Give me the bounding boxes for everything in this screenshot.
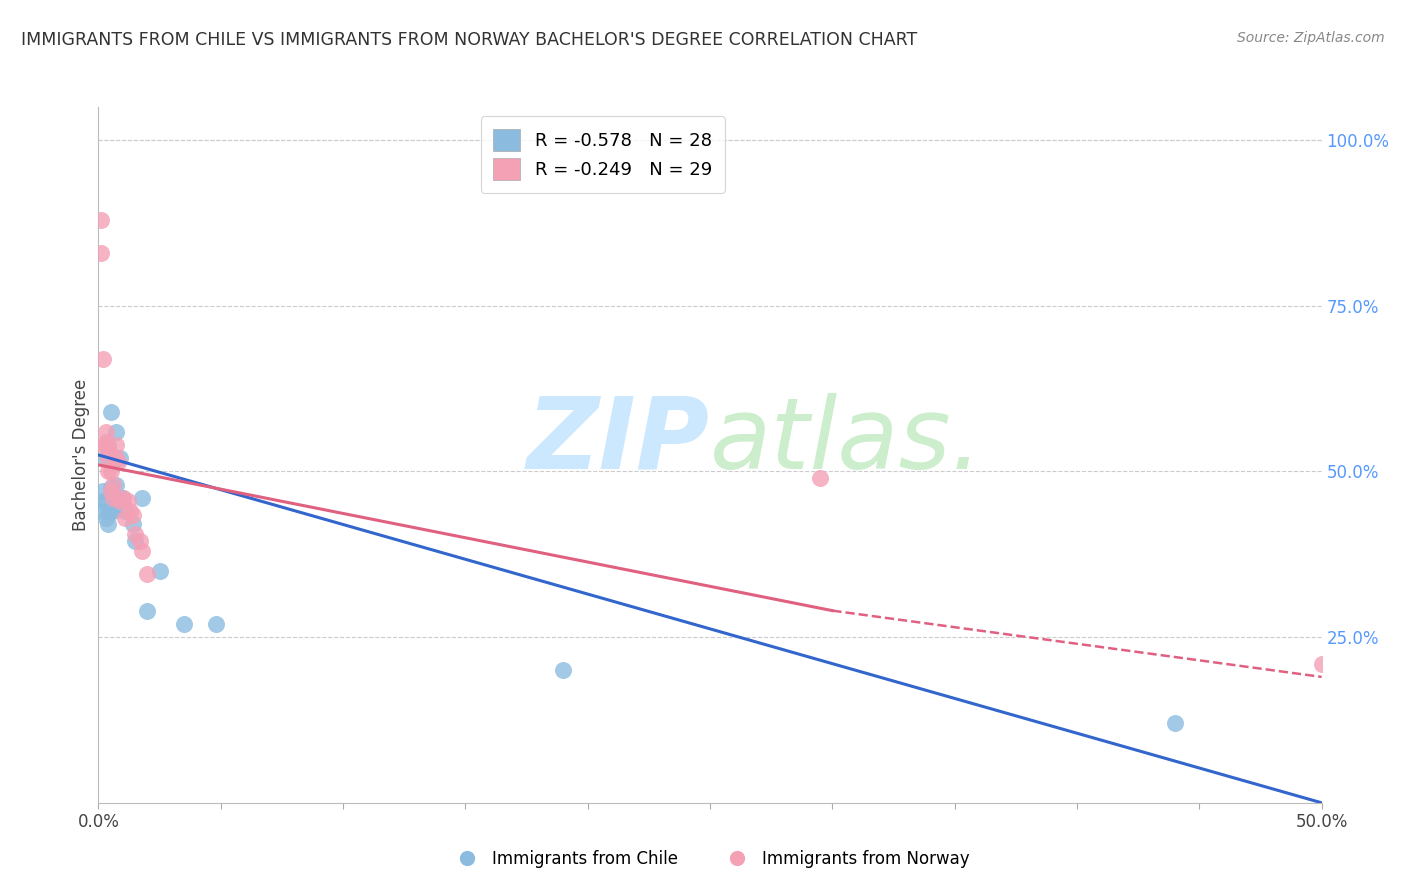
Point [136, 604, 159, 618]
Point [100, 484, 122, 499]
Point [90, 212, 112, 227]
Point [94, 451, 117, 466]
Point [104, 477, 127, 491]
Point [136, 567, 159, 582]
Point [91, 484, 114, 499]
Point [101, 504, 124, 518]
Point [111, 491, 134, 505]
Point [110, 451, 132, 466]
Point [97, 465, 120, 479]
Point [94, 425, 117, 439]
Text: IMMIGRANTS FROM CHILE VS IMMIGRANTS FROM NORWAY BACHELOR'S DEGREE CORRELATION CH: IMMIGRANTS FROM CHILE VS IMMIGRANTS FROM… [21, 31, 917, 49]
Point [100, 465, 122, 479]
Point [97, 442, 120, 456]
Point [173, 616, 195, 631]
Point [131, 544, 153, 558]
Point [101, 477, 124, 491]
Point [131, 491, 153, 505]
Point [97, 517, 120, 532]
Point [91, 438, 114, 452]
Point [100, 481, 122, 495]
Point [91, 351, 114, 366]
Point [104, 451, 127, 466]
Point [91, 494, 114, 508]
Point [808, 471, 831, 485]
Point [94, 438, 117, 452]
Point [97, 504, 120, 518]
Point [104, 438, 127, 452]
Point [205, 616, 228, 631]
Point [553, 663, 575, 677]
Point [114, 511, 136, 525]
Point [94, 511, 117, 525]
Point [120, 504, 142, 518]
Point [100, 405, 122, 419]
Point [1164, 716, 1187, 731]
Point [91, 504, 114, 518]
Point [121, 517, 143, 532]
Y-axis label: Bachelor's Degree: Bachelor's Degree [72, 379, 90, 531]
Point [97, 451, 120, 466]
Point [1310, 657, 1333, 671]
Text: ZIP: ZIP [527, 392, 710, 490]
Legend: Immigrants from Chile, Immigrants from Norway: Immigrants from Chile, Immigrants from N… [444, 843, 976, 874]
Point [101, 491, 124, 505]
Text: Source: ZipAtlas.com: Source: ZipAtlas.com [1237, 31, 1385, 45]
Point [90, 245, 112, 260]
Point [124, 527, 146, 541]
Point [121, 508, 143, 522]
Point [107, 454, 129, 468]
Point [104, 425, 127, 439]
Point [117, 494, 139, 508]
Point [111, 491, 134, 505]
Point [97, 438, 120, 452]
Point [124, 534, 146, 549]
Point [129, 534, 152, 549]
Point [94, 434, 117, 449]
Text: atlas.: atlas. [710, 392, 983, 490]
Point [100, 504, 122, 518]
Point [149, 564, 172, 578]
Point [107, 491, 129, 505]
Point [94, 494, 117, 508]
Point [110, 494, 132, 508]
Point [114, 504, 136, 518]
